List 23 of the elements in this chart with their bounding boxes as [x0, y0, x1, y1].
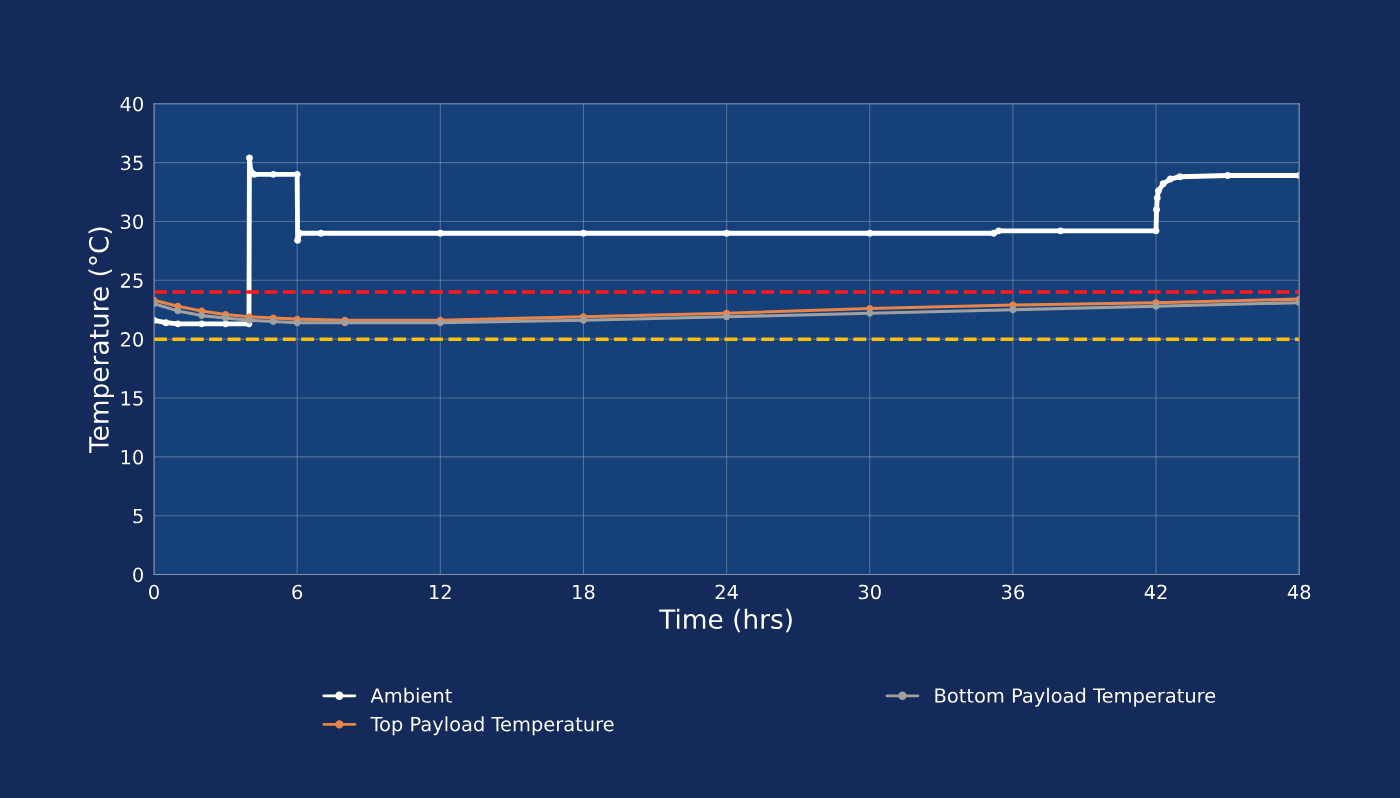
y-tick-label: 20	[120, 332, 143, 347]
y-tick-label: 35	[121, 155, 143, 171]
x-tick-label: 18	[573, 584, 595, 600]
y-tick-label: 15	[121, 391, 143, 406]
x-axis-title: Time (hrs)	[659, 608, 792, 633]
x-tick-label: 12	[430, 584, 451, 600]
x-tick-label: 24	[715, 584, 738, 600]
legend-label: Ambient	[370, 687, 452, 703]
legend-label: Top Payload Temperature	[370, 716, 614, 736]
y-tick-label: 10	[121, 449, 143, 465]
y-tick-label: 0	[133, 567, 143, 583]
y-tick-label: 30	[121, 214, 143, 230]
y-tick-label: 25	[120, 273, 143, 288]
x-tick-label: 48	[1287, 584, 1311, 600]
y-axis-title: Temperature (°C)	[88, 227, 114, 454]
x-tick-label: 6	[292, 584, 303, 600]
x-tick-label: 30	[858, 584, 881, 600]
y-tick-label: 40	[120, 96, 143, 112]
x-tick-label: 36	[1002, 584, 1025, 600]
x-tick-label: 42	[1144, 584, 1167, 600]
legend-label: Bottom Payload Temperature	[935, 687, 1216, 707]
x-tick-label: 0	[149, 584, 159, 600]
y-tick-label: 5	[133, 508, 143, 524]
